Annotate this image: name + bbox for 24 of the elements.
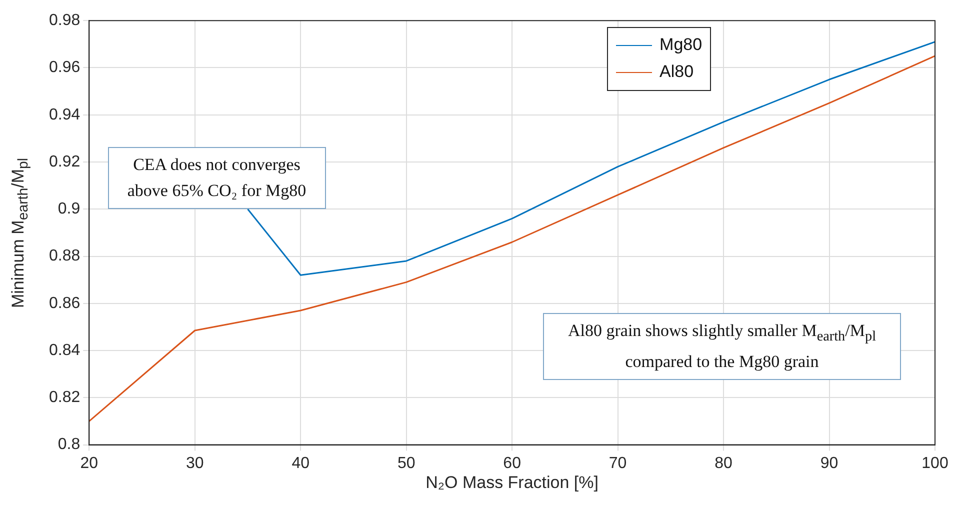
y-tick-label: 0.92 [49,153,80,170]
x-tick-label: 100 [922,454,948,472]
x-tick-label: 40 [292,454,310,472]
x-tick-label: 70 [608,454,627,472]
y-tick-label: 0.84 [49,342,80,359]
x-tick-label: 50 [397,454,416,472]
x-axis-title: N₂O Mass Fraction [%] [426,472,598,493]
text: Al80 grain shows slightly smaller M$_{earth}$/M$_{pl}$ compared to the Mg80 grain [568,320,876,372]
x-tick-label: 80 [714,454,733,472]
x-tick-label: 60 [503,454,522,472]
x-tick-label: 20 [80,454,98,472]
y-tick-label: 0.9 [58,200,80,218]
x-tick-label: 90 [820,454,838,472]
legend-label: Al80 [660,62,694,82]
y-tick-label: 0.96 [49,59,80,76]
y-tick-label: 0.82 [49,389,80,406]
y-tick-label: 0.88 [49,248,80,265]
annotation: CEA does not converges above 65% CO₂ for Mg80 [108,147,326,210]
y-tick-label: 0.8 [58,436,80,454]
legend-label: Mg80 [660,35,702,56]
x-tick-label: 30 [186,454,204,472]
y-tick-label: 0.86 [49,294,80,312]
y-tick-label: 0.98 [49,12,80,30]
y-tick-label: 0.94 [49,106,80,124]
